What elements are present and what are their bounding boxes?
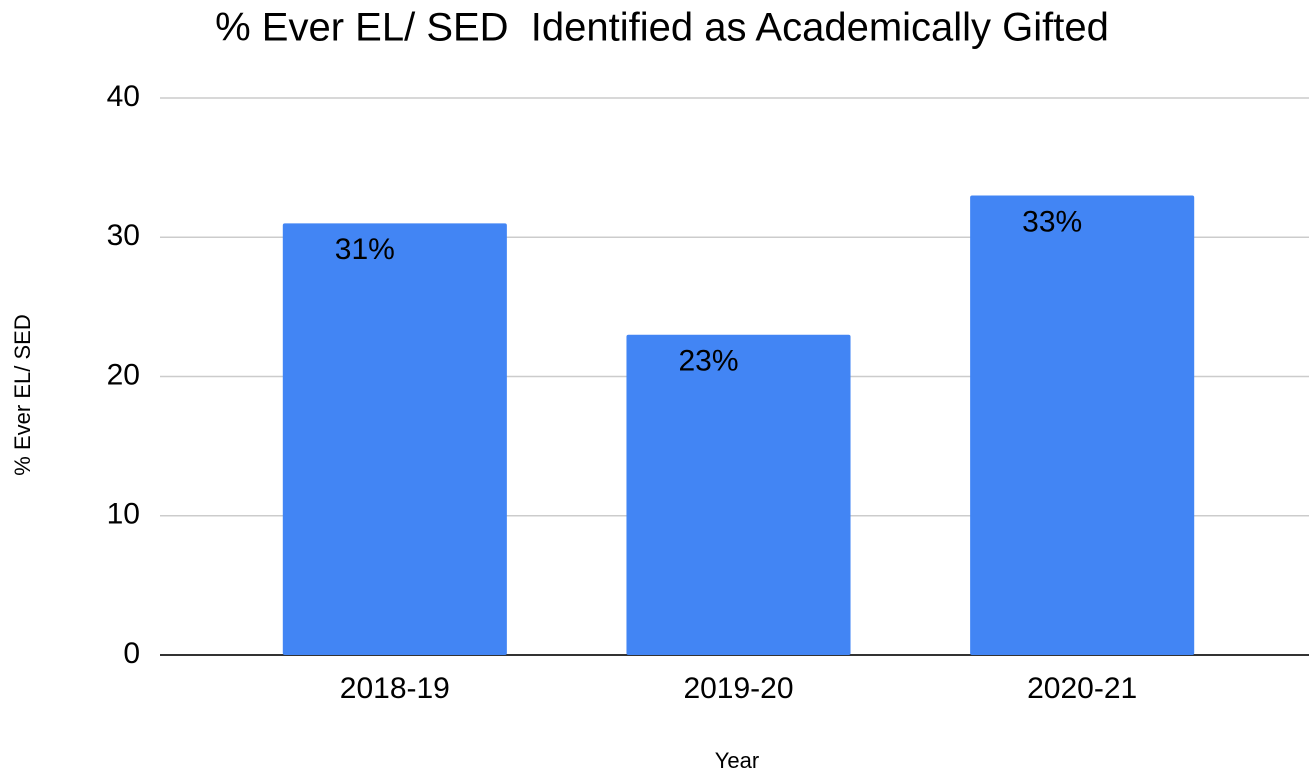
value-label: 23% [678,345,738,378]
chart-title: % Ever EL/ SED Identified as Academicall… [215,6,1109,50]
x-tick-label: 2020-21 [1027,672,1137,705]
x-axis-label: Year [715,748,759,773]
value-label: 33% [1022,205,1082,238]
bar [282,223,507,655]
y-tick-label: 0 [123,637,140,670]
y-tick-label: 40 [107,80,140,113]
y-tick-label: 30 [107,219,140,252]
x-tick-label: 2019-20 [683,672,793,705]
y-tick-label: 20 [107,358,140,391]
bar [626,334,851,655]
y-axis-label: % Ever EL/ SED [10,314,35,475]
bar [970,195,1195,655]
x-tick-label: 2018-19 [340,672,450,705]
y-tick-label: 10 [107,498,140,531]
value-label: 31% [335,233,395,266]
